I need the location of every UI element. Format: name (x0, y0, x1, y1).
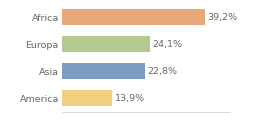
Bar (62, 63, 145, 79)
Text: 24,1%: 24,1% (153, 40, 183, 49)
Bar (62, 9, 205, 25)
Text: 22,8%: 22,8% (148, 67, 178, 76)
Text: 13,9%: 13,9% (115, 94, 145, 103)
Bar (62, 36, 150, 52)
Text: 39,2%: 39,2% (208, 13, 238, 22)
Bar (62, 90, 112, 106)
